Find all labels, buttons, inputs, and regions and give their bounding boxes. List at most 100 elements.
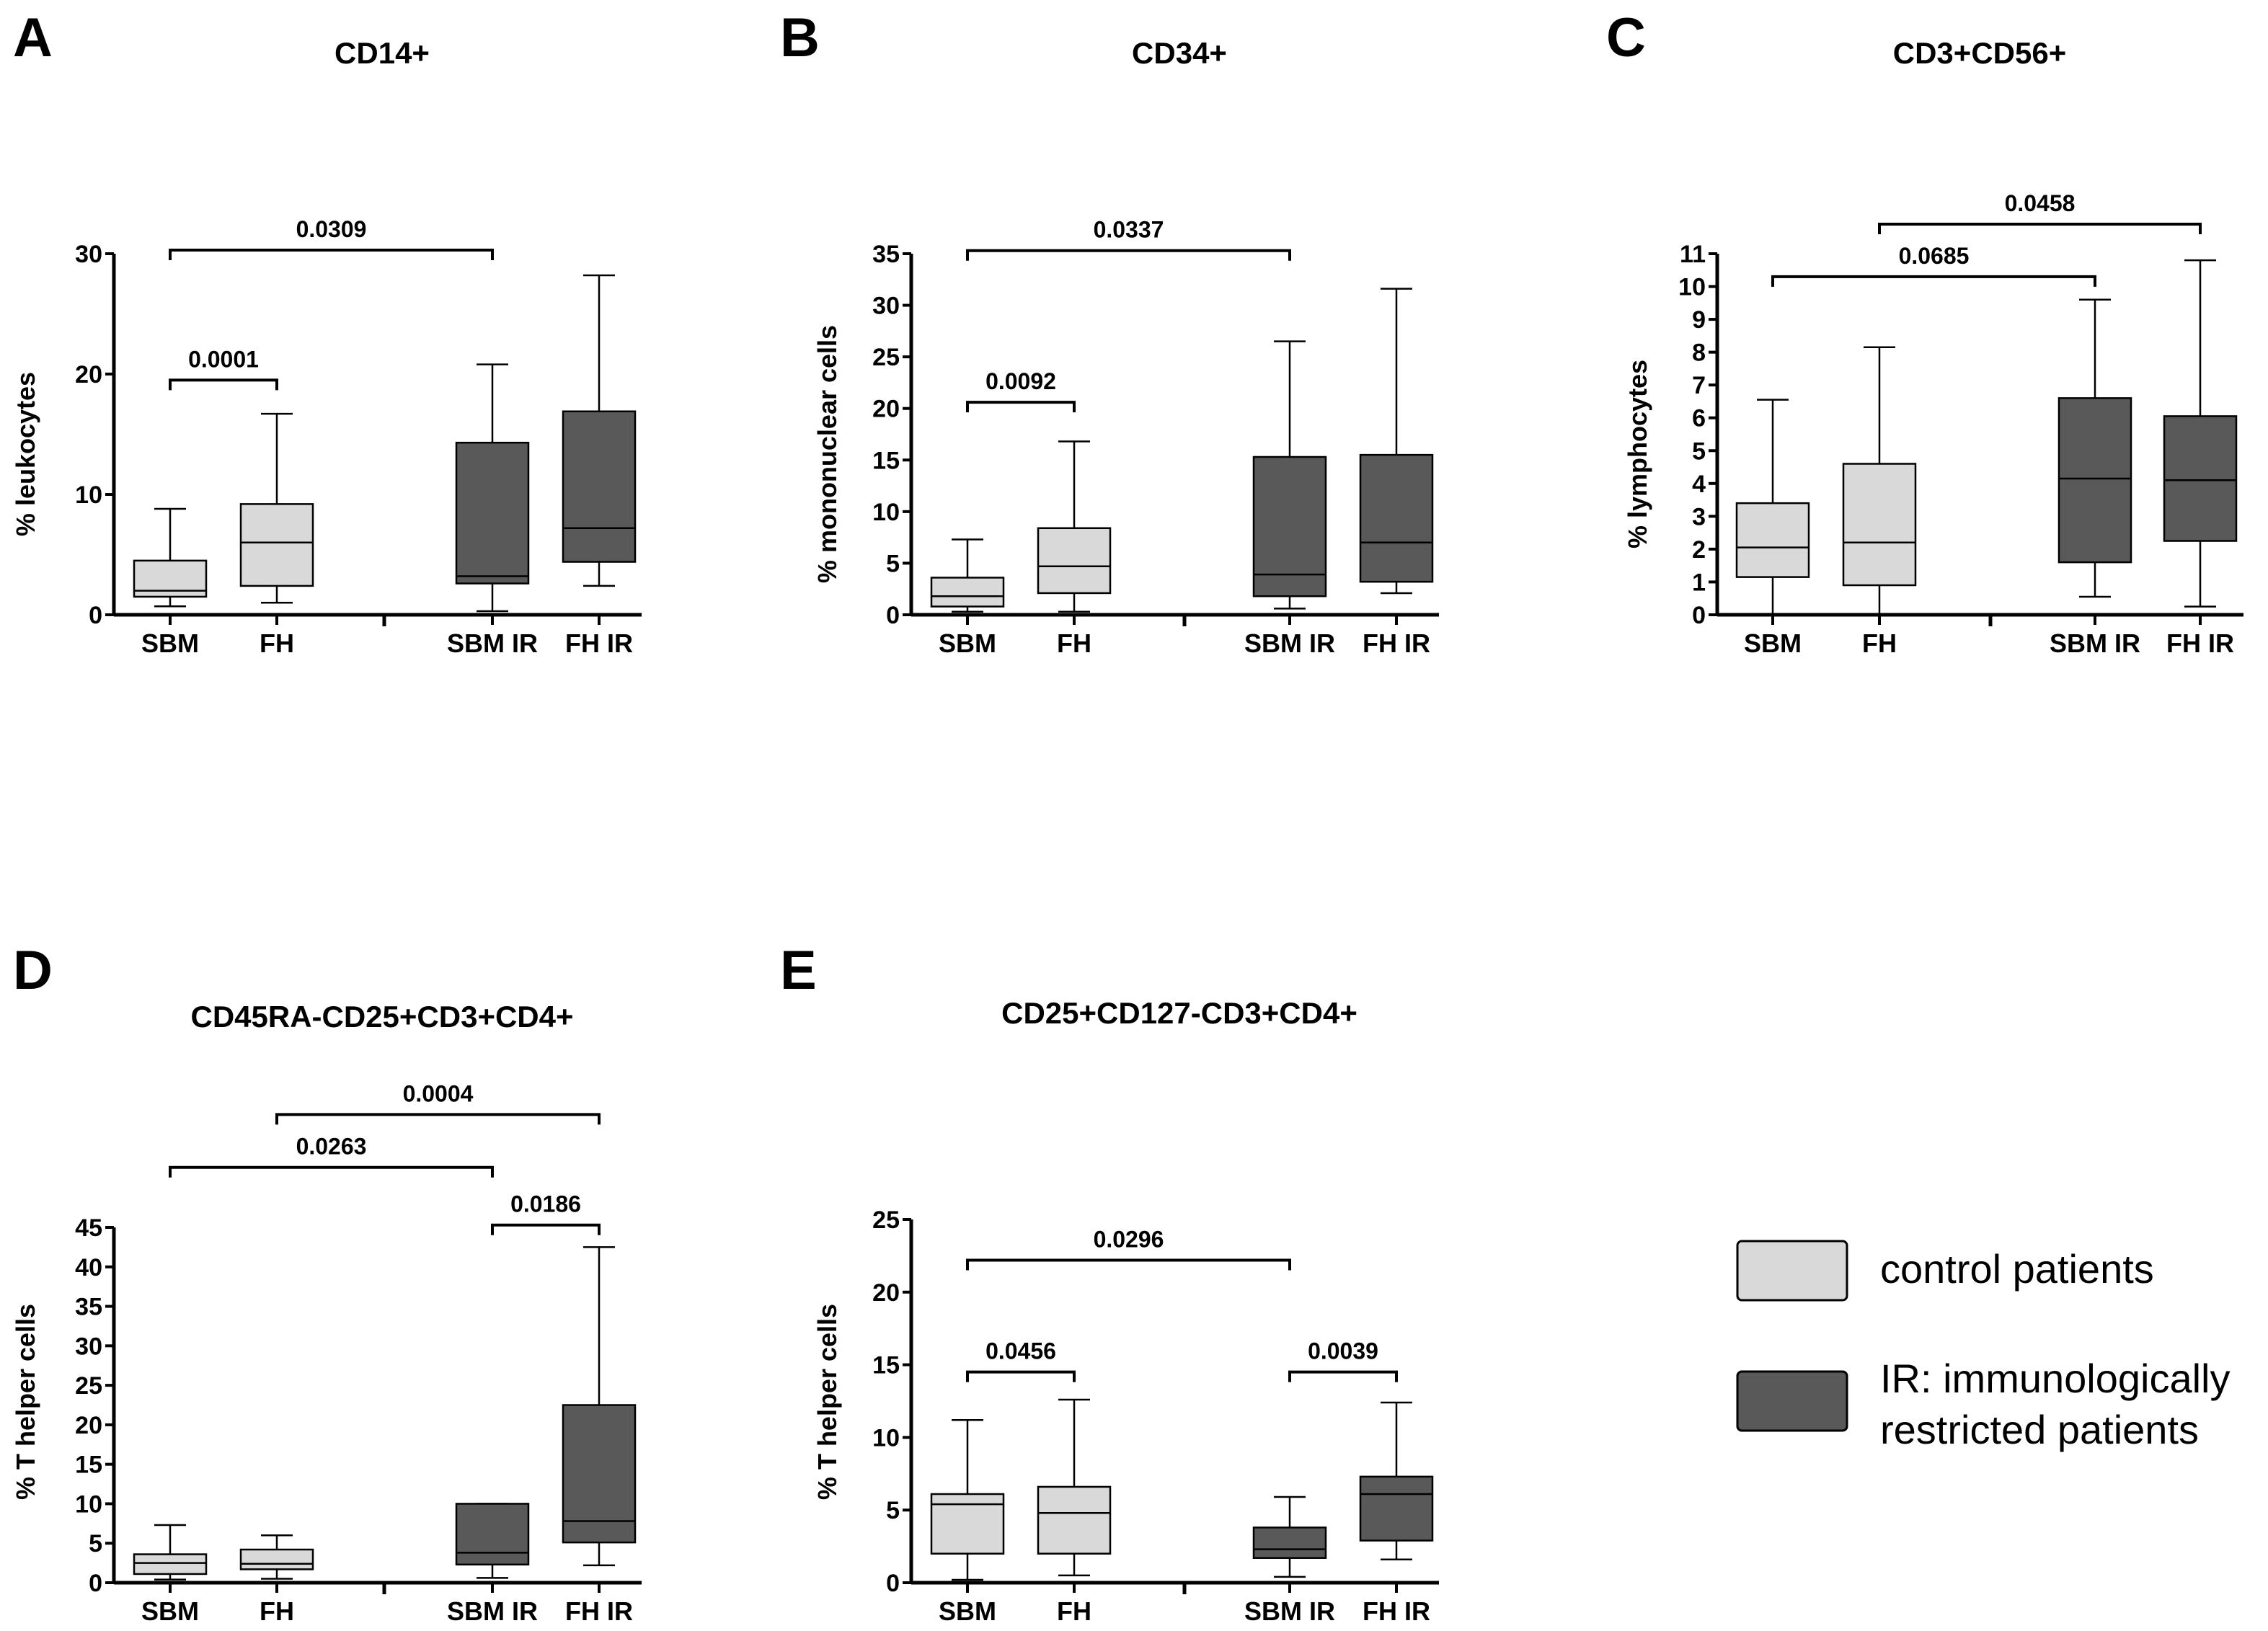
x-category-label: SBM IR: [1244, 628, 1335, 658]
y-tick-label: 4: [1692, 471, 1706, 498]
iqr-box: [133, 1553, 208, 1576]
box-fh: FH: [1037, 1398, 1112, 1626]
y-tick-label: 35: [872, 241, 900, 268]
x-category-label: FH: [1057, 1596, 1091, 1626]
panel-letter: E: [780, 940, 817, 1001]
iqr-box: [1252, 455, 1327, 597]
y-tick-label: 10: [872, 1424, 900, 1452]
y-tick-label: 9: [1692, 306, 1706, 334]
y-tick-label: 0: [886, 1570, 900, 1597]
y-tick-label: 15: [872, 447, 900, 474]
box-fh: FH: [239, 412, 314, 658]
y-axis-label: % leukocytes: [11, 372, 40, 536]
box-fh: FH: [1842, 346, 1917, 658]
p-value-label: 0.0039: [1308, 1338, 1378, 1364]
y-tick-label: 20: [75, 361, 102, 388]
bracket-line: [169, 1165, 494, 1178]
y-tick-label: 8: [1692, 339, 1706, 367]
y-tick-label: 20: [75, 1412, 102, 1439]
y-tick-label: 10: [75, 1490, 102, 1518]
y-tick-label: 10: [75, 481, 102, 509]
bracket-line: [1878, 223, 2202, 235]
significance-bracket: 0.0458: [1878, 190, 2202, 235]
box-fh-ir: FH IR: [562, 1246, 637, 1626]
chart-title: CD45RA-CD25+CD3+CD4+: [190, 1000, 573, 1034]
y-tick-label: 20: [872, 1279, 900, 1307]
y-tick-label: 15: [872, 1352, 900, 1379]
box-fh-ir: FH IR: [562, 274, 637, 658]
legend-ir-swatch: [1736, 1370, 1848, 1432]
iqr-box: [562, 410, 637, 563]
significance-bracket: 0.0337: [966, 217, 1291, 261]
y-tick-label: 45: [75, 1214, 102, 1242]
p-value-label: 0.0456: [985, 1338, 1056, 1364]
iqr-box: [1359, 1475, 1434, 1542]
iqr-box: [1037, 1485, 1112, 1555]
significance-bracket: 0.0004: [275, 1080, 601, 1125]
y-tick-label: 11: [1680, 241, 1706, 268]
x-category-label: SBM IR: [447, 1596, 538, 1626]
y-axis-label: % lymphocytes: [1623, 360, 1652, 548]
bracket-line: [966, 401, 1076, 413]
p-value-label: 0.0296: [1094, 1226, 1164, 1252]
y-tick-label: 10: [1678, 274, 1706, 301]
y-tick-label: 7: [1692, 372, 1706, 399]
panel-c: C CD3+CD56+ % lymphocytes 0 1 2 3 4 5 6 7 8 9 10 11 SBM…: [1606, 7, 2243, 658]
x-category-label: SBM IR: [2050, 628, 2140, 658]
bracket-line: [966, 1258, 1291, 1271]
bracket-line: [966, 249, 1291, 261]
iqr-box: [2163, 415, 2238, 542]
y-tick-label: 0: [89, 602, 102, 629]
y-tick-label: 5: [886, 1497, 900, 1524]
significance-bracket: 0.0685: [1771, 243, 2096, 287]
p-value-label: 0.0092: [985, 368, 1056, 394]
x-category-label: FH IR: [2166, 628, 2234, 658]
p-value-label: 0.0685: [1899, 243, 1970, 269]
panel-e: E CD25+CD127-CD3+CD4+ % T helper cells 0 5 10…: [780, 940, 1439, 1626]
y-tick-label: 25: [872, 344, 900, 371]
legend-control-swatch: [1736, 1240, 1848, 1302]
panel-b: B CD34+ % mononuclear cells 0 5 10 15 20 25 30 35 S…: [780, 7, 1439, 658]
legend-ir-label-line1: IR: immunologically: [1880, 1356, 2231, 1401]
bracket-line: [966, 1370, 1076, 1382]
y-tick-label: 0: [1692, 602, 1706, 629]
chart-title: CD34+: [1132, 36, 1227, 70]
y-tick-label: 30: [872, 293, 900, 320]
box-sbm: SBM: [930, 538, 1005, 658]
box-fh: FH: [239, 1534, 314, 1626]
panel-d: D CD45RA-CD25+CD3+CD4+ % T helper cells 0 5 1…: [11, 940, 642, 1626]
iqr-box: [1252, 1526, 1327, 1559]
bracket-line: [275, 1113, 601, 1125]
legend-ir-label-line2: restricted patients: [1880, 1407, 2199, 1452]
x-category-label: FH: [260, 628, 294, 658]
legend-control-label: control patients: [1880, 1246, 2154, 1292]
x-category-label: SBM: [939, 628, 996, 658]
p-value-label: 0.0337: [1094, 217, 1164, 243]
y-tick-label: 5: [1692, 437, 1706, 465]
iqr-box: [1842, 463, 1917, 587]
x-category-label: SBM: [1744, 628, 1802, 658]
significance-bracket: 0.0039: [1288, 1338, 1398, 1382]
p-value-label: 0.0309: [296, 216, 367, 242]
box-fh-ir: FH IR: [2163, 259, 2238, 658]
y-tick-label: 30: [75, 241, 102, 268]
panel-letter: C: [1606, 7, 1646, 68]
p-value-label: 0.0001: [188, 346, 259, 372]
iqr-box: [1735, 502, 1810, 578]
box-fh-ir: FH IR: [1359, 288, 1434, 658]
x-category-label: SBM: [141, 628, 199, 658]
box-sbm: SBM: [133, 1524, 208, 1626]
x-category-label: SBM: [939, 1596, 996, 1626]
box-fh-ir: FH IR: [1359, 1401, 1434, 1626]
y-tick-label: 0: [89, 1570, 102, 1597]
y-tick-label: 15: [75, 1452, 102, 1479]
iqr-box: [1037, 527, 1112, 595]
bracket-line: [491, 1223, 601, 1235]
iqr-box: [930, 1493, 1005, 1555]
chart-title: CD3+CD56+: [1893, 36, 2066, 70]
y-axis-label: % T helper cells: [812, 1304, 842, 1500]
significance-bracket: 0.0001: [169, 346, 278, 391]
box-sbm-ir: SBM IR: [447, 363, 538, 658]
y-tick-label: 0: [886, 602, 900, 629]
y-tick-label: 5: [89, 1530, 102, 1557]
